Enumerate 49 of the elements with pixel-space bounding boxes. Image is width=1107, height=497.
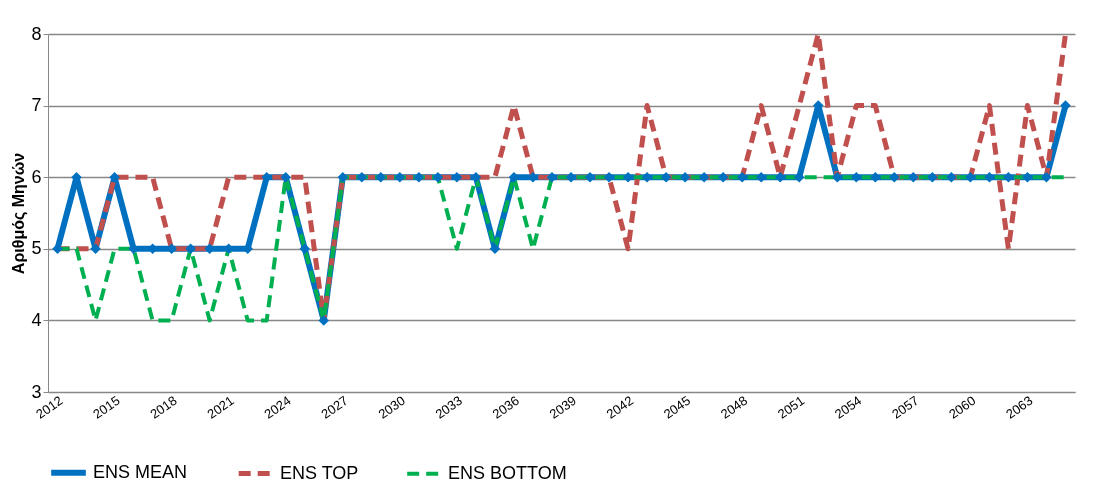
- point: [908, 171, 919, 183]
- point: [470, 171, 482, 183]
- point: [927, 171, 938, 183]
- point: [337, 171, 349, 183]
- point: [870, 171, 881, 183]
- legend-label: ENS TOP: [280, 462, 359, 483]
- legend-label: ENS BOTTOM: [448, 462, 567, 483]
- point: [356, 171, 368, 183]
- y-tick-label: 5: [31, 238, 42, 259]
- point: [660, 171, 672, 183]
- point: [1022, 171, 1033, 183]
- y-tick-label: 8: [31, 23, 42, 44]
- point: [109, 171, 120, 183]
- legend-label: ENS MEAN: [93, 461, 188, 482]
- point: [280, 171, 291, 183]
- y-tick-label: 7: [31, 95, 42, 116]
- point: [698, 171, 710, 183]
- point: [984, 171, 995, 183]
- point: [889, 171, 900, 183]
- point: [755, 171, 767, 183]
- point: [965, 171, 976, 183]
- point: [1003, 171, 1014, 183]
- point: [375, 171, 387, 183]
- y-tick-label: 3: [31, 381, 42, 402]
- y-tick-label: 4: [31, 309, 42, 330]
- x-tick-label: 2021: [204, 392, 237, 422]
- point: [451, 171, 463, 183]
- point: [299, 243, 310, 255]
- point: [1041, 171, 1052, 183]
- point: [546, 171, 558, 183]
- point: [185, 243, 196, 255]
- point: [584, 171, 596, 183]
- y-tick-label: 6: [31, 166, 42, 187]
- point: [489, 243, 501, 255]
- point: [736, 171, 748, 183]
- x-tick-label: 2051: [774, 392, 808, 422]
- point: [851, 171, 862, 183]
- point: [717, 171, 729, 183]
- point: [413, 171, 425, 183]
- point: [318, 315, 330, 326]
- point: [679, 171, 691, 183]
- point: [432, 171, 444, 183]
- point: [774, 171, 786, 183]
- point: [565, 171, 577, 183]
- y-axis-title: Αριθμός Μηνών: [10, 152, 29, 275]
- point: [394, 171, 406, 183]
- point: [946, 171, 957, 183]
- point: [832, 171, 843, 183]
- point: [90, 243, 101, 255]
